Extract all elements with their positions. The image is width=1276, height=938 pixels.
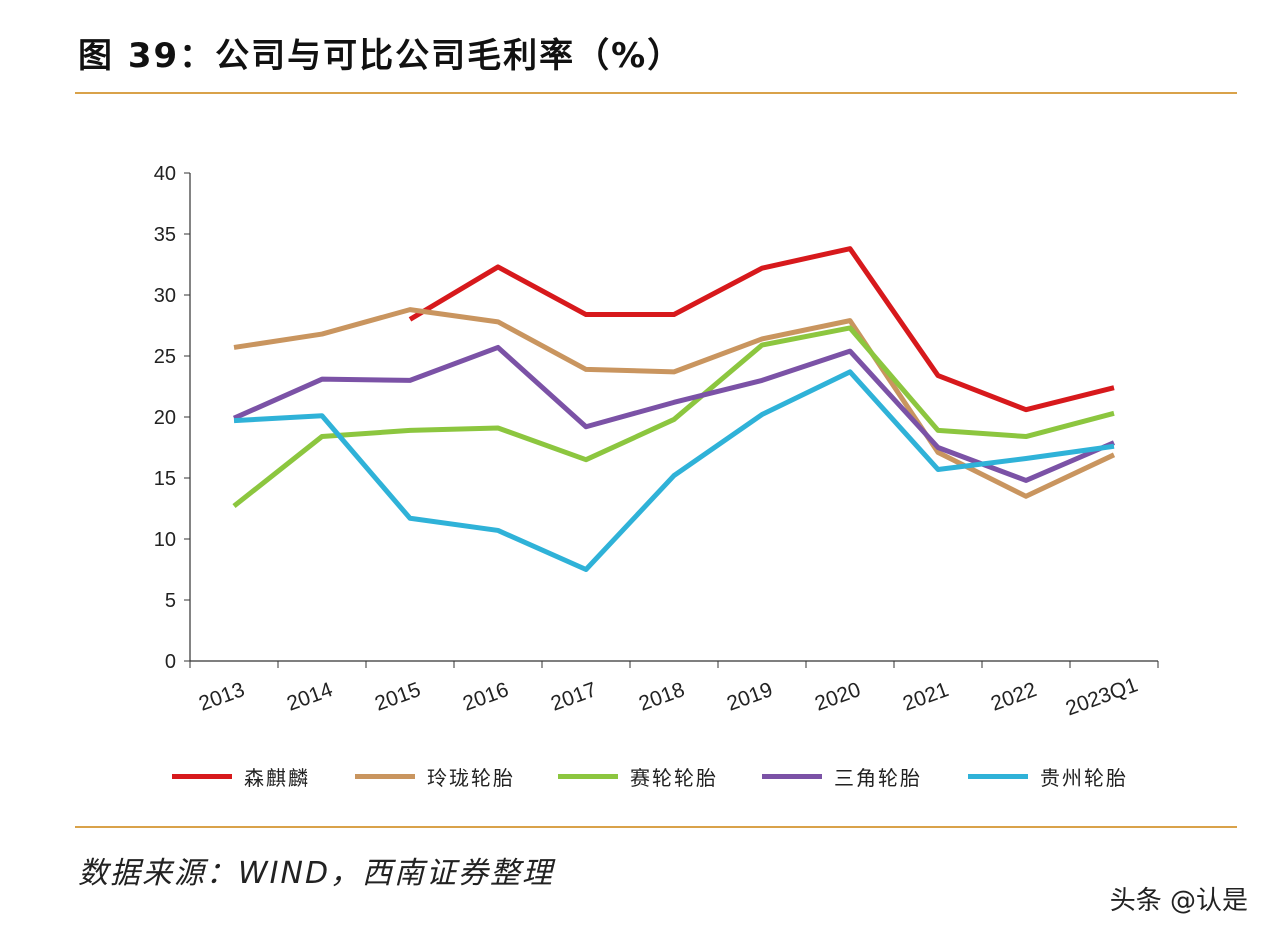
x-tick-label: 2020 [812, 678, 864, 716]
y-tick-label: 5 [165, 590, 176, 612]
x-tick-label: 2016 [460, 678, 512, 716]
legend-item: 贵州轮胎 [968, 762, 1128, 791]
series-line-4 [233, 369, 1115, 572]
legend-item: 森麒麟 [172, 762, 310, 791]
x-tick-label: 2023Q1 [1063, 673, 1141, 720]
series-line-2 [232, 325, 1115, 509]
legend-item: 赛轮轮胎 [558, 762, 718, 791]
y-tick-label: 0 [165, 651, 176, 673]
y-tick-label: 20 [154, 407, 176, 429]
legend-swatch [355, 774, 415, 779]
bottom-rule [75, 826, 1237, 828]
top-rule [75, 92, 1237, 94]
source-note: 数据来源：WIND，西南证券整理 [78, 856, 555, 891]
y-tick-label: 30 [154, 285, 176, 307]
legend-swatch [968, 774, 1028, 779]
watermark: 头条 @认是 [1109, 886, 1248, 916]
legend-label: 三角轮胎 [834, 766, 922, 790]
series-line-3 [232, 344, 1115, 483]
legend-swatch [172, 774, 232, 779]
x-tick-label: 2022 [988, 678, 1040, 716]
figure-title: 图 39：公司与可比公司毛利率（%） [78, 36, 684, 76]
legend-label: 玲珑轮胎 [427, 766, 515, 790]
legend-label: 贵州轮胎 [1040, 766, 1128, 790]
series-line-0 [408, 246, 1115, 413]
legend-label: 森麒麟 [244, 766, 310, 790]
y-tick-label: 35 [154, 224, 176, 246]
legend-item: 三角轮胎 [762, 762, 922, 791]
x-tick-label: 2014 [284, 678, 336, 716]
legend-item: 玲珑轮胎 [355, 762, 515, 791]
x-tick-label: 2019 [724, 678, 776, 716]
y-tick-label: 15 [154, 468, 176, 490]
y-tick-label: 25 [154, 346, 176, 368]
x-tick-label: 2015 [372, 678, 424, 716]
y-tick-label: 40 [154, 163, 176, 185]
x-tick-label: 2013 [196, 678, 248, 716]
legend-swatch [762, 774, 822, 779]
x-tick-label: 2021 [900, 678, 952, 716]
legend-label: 赛轮轮胎 [630, 766, 718, 790]
x-tick-label: 2018 [636, 678, 688, 716]
x-tick-label: 2017 [548, 678, 600, 716]
y-tick-label: 10 [154, 529, 176, 551]
legend-swatch [558, 774, 618, 779]
